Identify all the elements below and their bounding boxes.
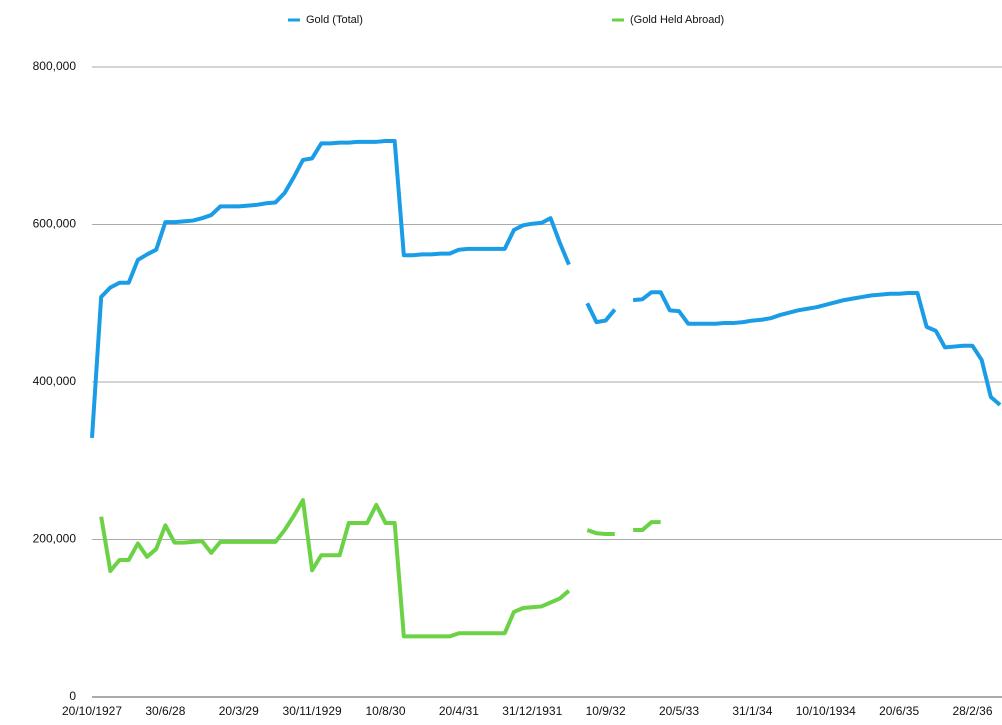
series-line bbox=[632, 290, 1002, 407]
y-tick-label: 800,000 bbox=[33, 59, 77, 73]
series-line bbox=[633, 520, 661, 533]
y-tick-label: 200,000 bbox=[33, 532, 77, 546]
x-tick-label: 10/8/30 bbox=[365, 704, 405, 718]
legend-label: (Gold Held Abroad) bbox=[630, 14, 724, 26]
x-tick-label: 31/1/34 bbox=[732, 704, 772, 718]
x-tick-label: 28/2/36 bbox=[952, 704, 992, 718]
x-tick-label: 20/10/1927 bbox=[62, 704, 122, 718]
series-line bbox=[90, 139, 571, 439]
x-tick-label: 20/4/31 bbox=[439, 704, 479, 718]
y-tick-label: 400,000 bbox=[33, 374, 77, 388]
x-tick-label: 30/11/1929 bbox=[283, 704, 342, 718]
x-tick-label: 20/6/35 bbox=[879, 704, 919, 718]
x-tick-label: 10/10/1934 bbox=[796, 704, 856, 718]
series-line bbox=[99, 498, 571, 639]
series-line bbox=[586, 528, 615, 536]
y-tick-label: 600,000 bbox=[33, 217, 77, 231]
x-tick-label: 20/5/33 bbox=[659, 704, 699, 718]
series-line bbox=[585, 302, 617, 325]
x-tick-label: 30/6/28 bbox=[145, 704, 185, 718]
y-tick-label: 0 bbox=[69, 689, 76, 703]
x-tick-label: 10/9/32 bbox=[586, 704, 626, 718]
x-tick-label: 20/3/29 bbox=[219, 704, 259, 718]
legend-label: Gold (Total) bbox=[306, 14, 363, 26]
x-tick-label: 31/12/1931 bbox=[502, 704, 562, 718]
